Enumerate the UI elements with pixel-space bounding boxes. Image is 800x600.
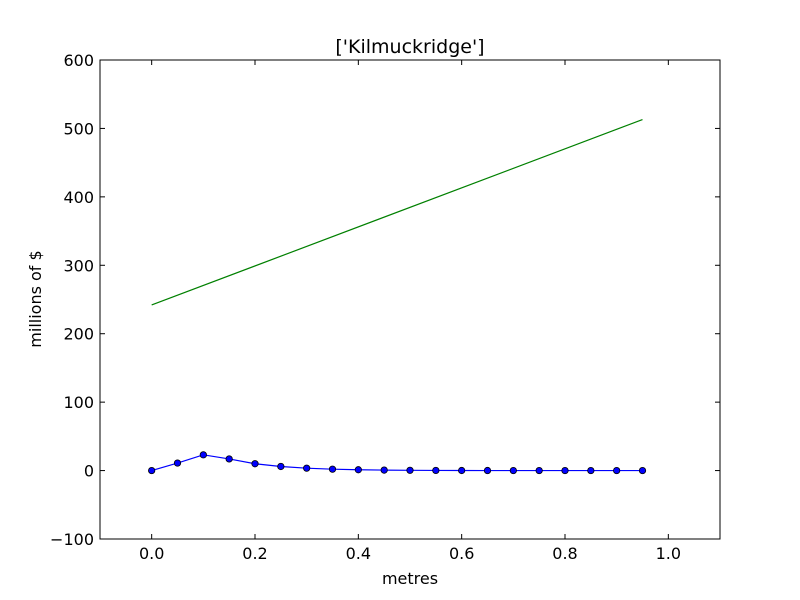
y-tick-label: 0	[84, 462, 94, 481]
series-1-point	[613, 466, 621, 475]
plot-area	[148, 118, 647, 475]
x-tick-label: 1.0	[656, 544, 681, 563]
y-axis-label: millions of $	[26, 250, 45, 347]
plot-frame	[99, 59, 721, 540]
y-tick-label: 300	[63, 256, 94, 275]
series-1-point	[638, 466, 647, 475]
series-1-point	[509, 466, 517, 475]
y-tick-label: 200	[63, 325, 94, 344]
x-tick-label: 0.0	[139, 544, 164, 563]
series-1-point	[535, 466, 543, 475]
series-1-point	[354, 466, 362, 474]
series-1-point	[483, 466, 492, 475]
series-1-point	[173, 459, 182, 467]
y-tick-label: 500	[63, 119, 94, 138]
series-1-point	[380, 466, 388, 474]
series-1-point	[587, 466, 595, 475]
axis-ticks: 0.0 0.2 0.4 0.6 0.8 1.0 −100 0 100 200 300 400 500 60…	[50, 51, 720, 563]
series-1-point	[561, 466, 569, 475]
chart-title: ['Kilmuckridge']	[335, 36, 484, 58]
x-tick-label: 0.8	[552, 544, 577, 563]
series-1-point	[277, 462, 285, 471]
x-axis-label: metres	[382, 569, 438, 588]
x-tick-label: 0.2	[242, 544, 267, 563]
series-1-point	[199, 451, 207, 459]
x-tick-label: 0.6	[449, 544, 474, 563]
series-1-point	[432, 466, 440, 475]
y-tick-label: 400	[63, 188, 94, 207]
y-tick-label: −100	[50, 530, 94, 549]
series-1-point	[251, 460, 259, 468]
series-2-line	[151, 118, 643, 306]
series-1-point	[458, 466, 466, 475]
series-1-point	[303, 464, 311, 472]
x-tick-label: 0.4	[346, 544, 371, 563]
series-1-point	[406, 466, 414, 474]
series-1-line	[151, 454, 643, 472]
y-tick-label: 600	[63, 51, 94, 70]
series-1-point	[328, 465, 337, 473]
series-1-point	[148, 466, 156, 475]
y-tick-label: 100	[63, 393, 94, 412]
series-1-point	[225, 455, 233, 463]
